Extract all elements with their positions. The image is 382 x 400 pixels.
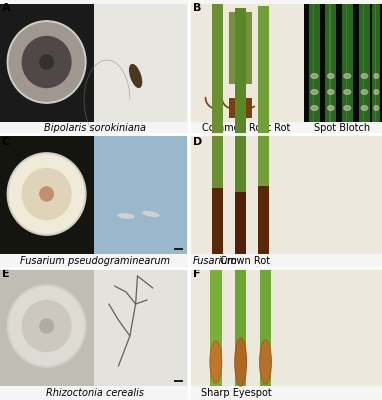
Ellipse shape bbox=[344, 106, 351, 110]
Circle shape bbox=[44, 323, 49, 329]
FancyBboxPatch shape bbox=[0, 9, 94, 115]
Text: B: B bbox=[193, 3, 201, 13]
Ellipse shape bbox=[118, 214, 134, 218]
FancyBboxPatch shape bbox=[245, 12, 252, 84]
FancyBboxPatch shape bbox=[325, 4, 336, 122]
Circle shape bbox=[22, 168, 71, 220]
Circle shape bbox=[7, 153, 86, 235]
FancyBboxPatch shape bbox=[304, 4, 382, 122]
FancyBboxPatch shape bbox=[191, 268, 382, 386]
FancyBboxPatch shape bbox=[235, 8, 246, 192]
Circle shape bbox=[44, 59, 49, 65]
FancyBboxPatch shape bbox=[94, 268, 187, 386]
Ellipse shape bbox=[311, 74, 318, 78]
Text: Crown Rot: Crown Rot bbox=[217, 256, 270, 266]
FancyBboxPatch shape bbox=[0, 268, 94, 386]
Ellipse shape bbox=[129, 64, 142, 88]
FancyBboxPatch shape bbox=[191, 136, 382, 254]
FancyBboxPatch shape bbox=[174, 380, 183, 382]
FancyBboxPatch shape bbox=[235, 268, 246, 386]
FancyBboxPatch shape bbox=[0, 273, 94, 379]
Text: C: C bbox=[2, 137, 10, 147]
Circle shape bbox=[9, 287, 84, 365]
FancyBboxPatch shape bbox=[258, 6, 269, 186]
Ellipse shape bbox=[210, 341, 222, 383]
Text: D: D bbox=[193, 137, 202, 147]
Circle shape bbox=[22, 36, 71, 88]
Circle shape bbox=[7, 285, 86, 367]
Text: Common Root Rot: Common Root Rot bbox=[202, 123, 291, 133]
FancyBboxPatch shape bbox=[258, 186, 269, 254]
Circle shape bbox=[40, 187, 53, 201]
FancyBboxPatch shape bbox=[235, 192, 246, 254]
FancyBboxPatch shape bbox=[372, 4, 380, 122]
Text: Sharp Eyespot: Sharp Eyespot bbox=[201, 388, 272, 398]
Ellipse shape bbox=[344, 90, 351, 94]
Text: Fusarium: Fusarium bbox=[193, 256, 238, 266]
Text: A: A bbox=[2, 3, 11, 13]
FancyBboxPatch shape bbox=[363, 4, 364, 122]
FancyBboxPatch shape bbox=[94, 4, 187, 122]
Ellipse shape bbox=[260, 340, 271, 384]
FancyBboxPatch shape bbox=[174, 248, 183, 250]
FancyBboxPatch shape bbox=[229, 98, 236, 118]
Circle shape bbox=[9, 155, 84, 233]
FancyBboxPatch shape bbox=[0, 141, 94, 247]
Ellipse shape bbox=[328, 106, 334, 110]
Text: Bipolaris sorokiniana: Bipolaris sorokiniana bbox=[44, 123, 147, 133]
Ellipse shape bbox=[361, 74, 367, 78]
Ellipse shape bbox=[328, 74, 334, 78]
FancyBboxPatch shape bbox=[229, 12, 236, 84]
Circle shape bbox=[9, 23, 84, 101]
Text: Spot Blotch: Spot Blotch bbox=[314, 123, 370, 133]
FancyBboxPatch shape bbox=[94, 136, 187, 254]
Circle shape bbox=[7, 21, 86, 103]
Ellipse shape bbox=[374, 90, 379, 94]
Ellipse shape bbox=[374, 106, 379, 110]
FancyBboxPatch shape bbox=[0, 136, 94, 254]
Ellipse shape bbox=[361, 106, 367, 110]
Ellipse shape bbox=[311, 90, 318, 94]
FancyBboxPatch shape bbox=[212, 188, 223, 254]
Text: Fusarium pseudograminearum: Fusarium pseudograminearum bbox=[21, 256, 170, 266]
Ellipse shape bbox=[235, 338, 246, 386]
FancyBboxPatch shape bbox=[191, 4, 304, 122]
Ellipse shape bbox=[143, 212, 159, 216]
FancyBboxPatch shape bbox=[342, 4, 353, 122]
FancyBboxPatch shape bbox=[359, 4, 370, 122]
Text: F: F bbox=[193, 269, 201, 279]
FancyBboxPatch shape bbox=[210, 268, 222, 386]
Circle shape bbox=[22, 300, 71, 352]
Circle shape bbox=[40, 319, 53, 333]
FancyBboxPatch shape bbox=[260, 268, 271, 386]
Ellipse shape bbox=[311, 106, 318, 110]
Circle shape bbox=[44, 191, 49, 197]
FancyBboxPatch shape bbox=[212, 98, 219, 118]
Ellipse shape bbox=[328, 90, 334, 94]
Text: E: E bbox=[2, 269, 10, 279]
Ellipse shape bbox=[361, 90, 367, 94]
FancyBboxPatch shape bbox=[313, 4, 314, 122]
Ellipse shape bbox=[374, 74, 379, 78]
FancyBboxPatch shape bbox=[309, 4, 320, 122]
Ellipse shape bbox=[344, 74, 351, 78]
FancyBboxPatch shape bbox=[212, 12, 219, 84]
FancyBboxPatch shape bbox=[0, 4, 94, 122]
FancyBboxPatch shape bbox=[375, 4, 376, 122]
Circle shape bbox=[40, 55, 53, 69]
FancyBboxPatch shape bbox=[212, 4, 223, 188]
FancyBboxPatch shape bbox=[346, 4, 347, 122]
FancyBboxPatch shape bbox=[329, 4, 331, 122]
Text: Rhizoctonia cerealis: Rhizoctonia cerealis bbox=[47, 388, 144, 398]
FancyBboxPatch shape bbox=[245, 98, 252, 118]
